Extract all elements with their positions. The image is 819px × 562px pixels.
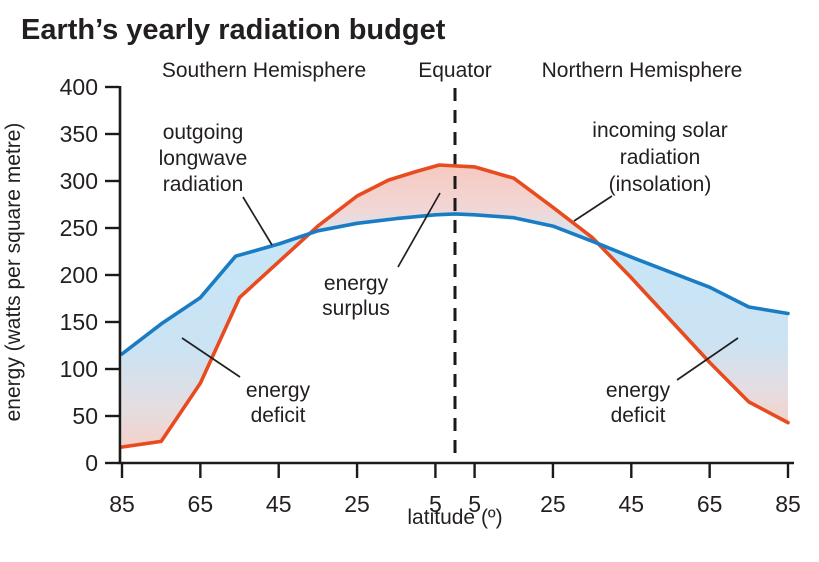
annotation-text: surplus	[322, 297, 390, 320]
y-tick-label: 50	[72, 403, 98, 429]
annotation-text: (insolation)	[609, 173, 712, 196]
x-tick-label: 85	[109, 491, 135, 517]
annotation-pointer-line	[573, 195, 613, 222]
northern-hemisphere-label: Northern Hemisphere	[542, 59, 743, 82]
x-tick-label: 65	[697, 491, 723, 517]
annotation-text: energy	[324, 272, 389, 295]
y-tick-label: 150	[60, 309, 98, 335]
annotation-text: deficit	[251, 404, 306, 427]
y-tick-label: 0	[85, 450, 98, 476]
annotation-text: energy	[606, 379, 671, 402]
annotation-text: radiation	[620, 146, 701, 169]
outgoing-longwave-label: outgoing longwave radiation	[159, 121, 273, 246]
axis-ticks: 0 50 100 150 200 250 300 350 400 85 65 45 25 5 5 25 45 65…	[60, 74, 801, 517]
annotation-text: outgoing	[163, 121, 244, 144]
x-axis-title: latitude (º)	[407, 506, 502, 529]
energy-deficit-region	[122, 233, 310, 447]
annotation-pointer-line	[676, 337, 739, 381]
annotation-text: longwave	[159, 147, 248, 170]
x-tick-label: 25	[540, 491, 566, 517]
incoming-solar-label: incoming solar radiation (insolation)	[573, 119, 728, 222]
annotation-text: energy	[246, 379, 311, 402]
y-tick-label: 300	[60, 168, 98, 194]
zone-labels: Southern Hemisphere Equator Northern Hem…	[162, 59, 743, 82]
equator-label: Equator	[418, 59, 492, 82]
annotation-pointer-line	[242, 196, 273, 246]
x-tick-label: 85	[775, 491, 801, 517]
annotation-text: radiation	[163, 173, 244, 196]
outgoing-longwave-curve	[120, 212, 790, 356]
x-tick-label: 25	[344, 491, 370, 517]
y-axis-title: energy (watts per square metre)	[2, 123, 25, 422]
annotation-text: incoming solar	[592, 119, 727, 142]
southern-hemisphere-label: Southern Hemisphere	[162, 59, 366, 82]
x-tick-label: 5	[429, 491, 442, 517]
annotations: outgoing longwave radiation incoming solar r…	[159, 119, 739, 427]
insolation-curve	[120, 163, 790, 449]
x-tick-label: 45	[618, 491, 644, 517]
y-tick-label: 100	[60, 356, 98, 382]
chart-title: Earth’s yearly radiation budget	[21, 14, 446, 46]
x-tick-label: 5	[468, 491, 481, 517]
x-tick-label: 45	[266, 491, 292, 517]
y-tick-label: 250	[60, 215, 98, 241]
annotation-text: deficit	[611, 404, 666, 427]
data-curves	[120, 163, 790, 449]
y-tick-label: 400	[60, 74, 98, 100]
x-tick-label: 65	[188, 491, 214, 517]
y-tick-label: 200	[60, 262, 98, 288]
energy-deficit-region	[598, 243, 788, 423]
annotation-pointer-line	[181, 337, 241, 378]
annotation-pointer-line	[397, 192, 441, 268]
axes	[118, 86, 794, 465]
y-tick-label: 350	[60, 121, 98, 147]
